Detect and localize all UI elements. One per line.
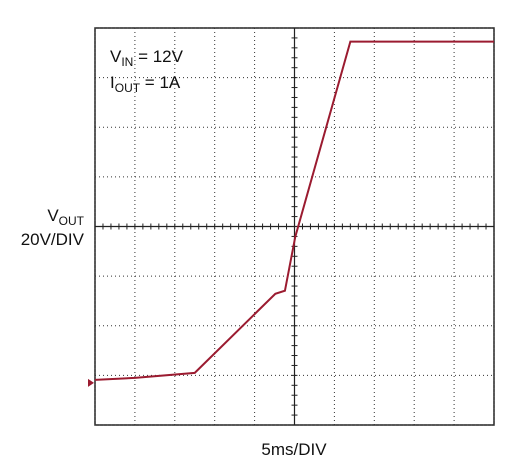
annotation: IOUT = 1A xyxy=(110,73,181,95)
center-axis-ticks xyxy=(94,27,495,426)
trace xyxy=(94,40,494,381)
ground-marker xyxy=(88,378,94,387)
y-axis-label: 20V/DIV xyxy=(21,230,85,249)
x-axis-label: 5ms/DIV xyxy=(261,440,327,459)
y-axis-label: VOUT xyxy=(47,206,84,228)
annotation: VIN = 12V xyxy=(110,47,184,69)
